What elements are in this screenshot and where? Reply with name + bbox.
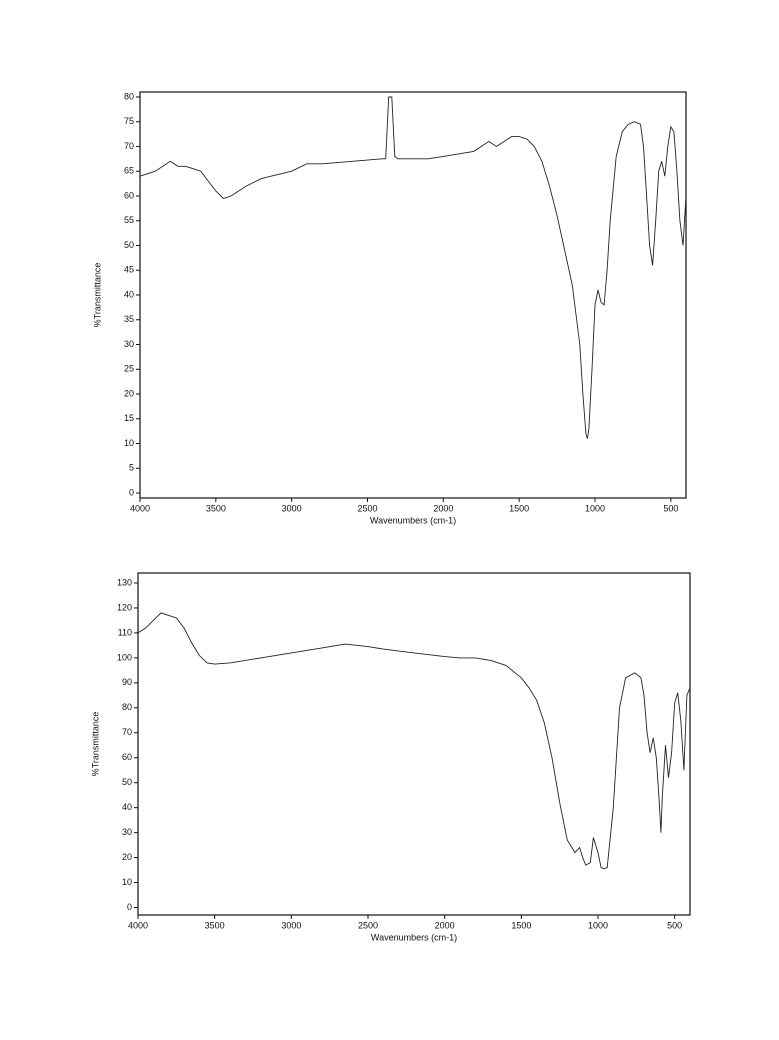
y-tick-label: 60	[122, 752, 132, 762]
x-tick-label: 3500	[205, 920, 225, 930]
y-tick-label: 70	[122, 727, 132, 737]
y-tick-label: 10	[124, 438, 134, 448]
x-tick-label: 500	[663, 503, 678, 513]
y-tick-label: 55	[124, 215, 134, 225]
x-tick-label: 1500	[511, 920, 531, 930]
y-tick-label: 80	[124, 91, 134, 101]
y-tick-label: 90	[122, 677, 132, 687]
x-tick-label: 2500	[357, 503, 377, 513]
y-tick-label: 65	[124, 166, 134, 176]
y-tick-label: 50	[122, 777, 132, 787]
x-tick-label: 2000	[435, 920, 455, 930]
x-tick-label: 1500	[509, 503, 529, 513]
y-tick-label: 75	[124, 116, 134, 126]
x-tick-label: 3000	[281, 920, 301, 930]
y-tick-label: 20	[124, 388, 134, 398]
x-tick-label: 2500	[358, 920, 378, 930]
x-tick-label: 500	[667, 920, 682, 930]
y-tick-label: 70	[124, 141, 134, 151]
y-tick-label: 45	[124, 265, 134, 275]
y-tick-label: 0	[129, 487, 134, 497]
y-tick-label: 40	[124, 289, 134, 299]
x-tick-label: 3500	[206, 503, 226, 513]
y-tick-label: 10	[122, 877, 132, 887]
y-tick-label: 30	[122, 827, 132, 837]
y-tick-label: 40	[122, 802, 132, 812]
y-tick-label: 20	[122, 852, 132, 862]
x-tick-label: 4000	[130, 503, 150, 513]
spectrum-line	[137, 612, 691, 870]
y-tick-label: 5	[129, 463, 134, 473]
y-tick-label: 120	[117, 602, 132, 612]
y-tick-label: 100	[117, 652, 132, 662]
x-tick-label: 1000	[585, 503, 605, 513]
x-axis-label: Wavenumbers (cm-1)	[371, 932, 457, 942]
y-tick-label: 60	[124, 190, 134, 200]
y-tick-label: 30	[124, 339, 134, 349]
x-tick-label: 4000	[128, 920, 148, 930]
plot-frame	[137, 572, 691, 916]
y-tick-label: 35	[124, 314, 134, 324]
spectrum-line	[139, 96, 687, 439]
y-tick-label: 25	[124, 364, 134, 374]
y-axis-label: %Transmittance	[92, 263, 102, 328]
y-axis-label: %Transmittance	[90, 712, 100, 777]
x-tick-label: 3000	[282, 503, 302, 513]
x-tick-label: 2000	[433, 503, 453, 513]
y-tick-label: 80	[122, 702, 132, 712]
y-tick-label: 130	[117, 577, 132, 587]
plot-frame	[139, 91, 687, 499]
y-tick-label: 0	[127, 902, 132, 912]
y-tick-label: 15	[124, 413, 134, 423]
y-tick-label: 50	[124, 240, 134, 250]
x-tick-label: 1000	[588, 920, 608, 930]
x-axis-label: Wavenumbers (cm-1)	[370, 515, 456, 525]
y-tick-label: 110	[118, 627, 132, 637]
